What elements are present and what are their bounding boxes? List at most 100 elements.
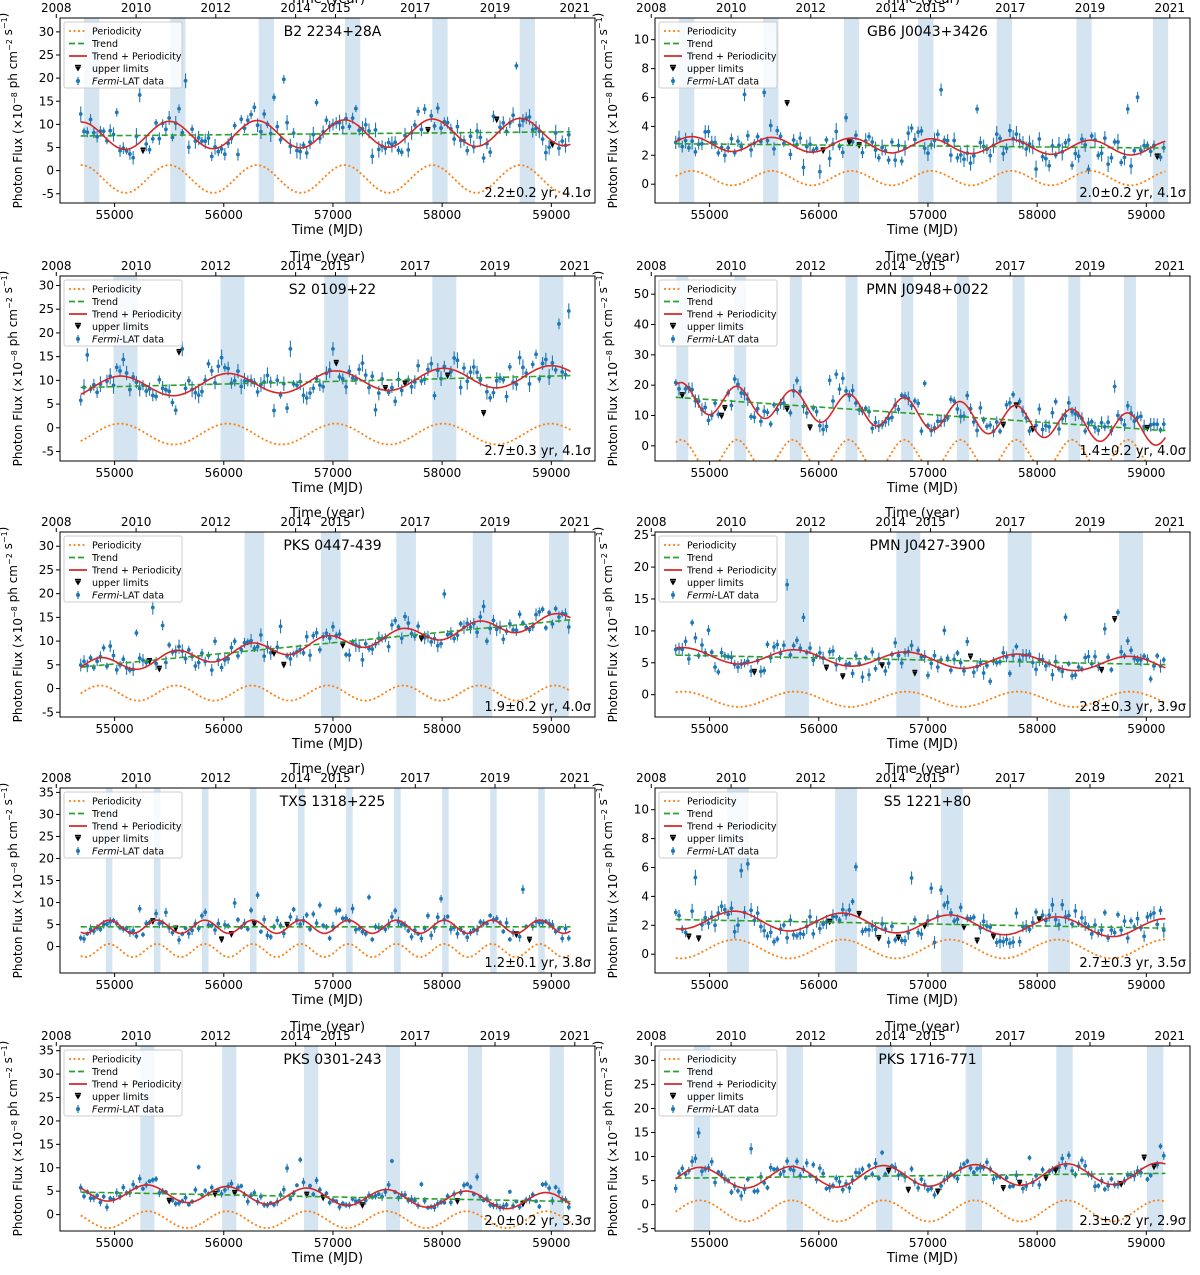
x-tick-label: 59000 xyxy=(1127,1236,1165,1250)
y-tick-label: 5 xyxy=(46,141,54,155)
data-point xyxy=(912,917,917,922)
data-point xyxy=(78,112,83,116)
data-point xyxy=(154,1177,158,1181)
y-tick-label: 25 xyxy=(39,829,54,843)
y-tick-label: 15 xyxy=(634,1125,649,1139)
data-point xyxy=(547,1186,552,1191)
data-point xyxy=(101,922,106,927)
data-point xyxy=(867,672,871,677)
data-point xyxy=(209,668,214,672)
legend-label-periodicity: Periodicity xyxy=(92,1055,142,1066)
data-point xyxy=(448,1200,453,1205)
upper-limit-arrow xyxy=(879,664,885,670)
legend-label-upper: upper limits xyxy=(92,834,149,845)
data-point xyxy=(808,914,812,919)
data-point xyxy=(870,426,875,431)
data-point xyxy=(111,653,116,658)
legend-label-periodicity: Periodicity xyxy=(687,27,737,38)
y-axis-label: Photon Flux (×10−8 ph cm−2 s−1) xyxy=(591,1041,620,1237)
x-tick-label: 55000 xyxy=(95,978,133,992)
upper-limit-arrow xyxy=(823,666,829,672)
data-point xyxy=(255,644,260,649)
top-axis-label: Time (year) xyxy=(884,1020,960,1035)
y-axis-label: Photon Flux (×10−8 ph cm−2 s−1) xyxy=(0,783,25,979)
data-point xyxy=(416,624,421,629)
data-point xyxy=(458,385,463,390)
legend-label-upper: upper limits xyxy=(687,578,744,589)
data-point xyxy=(324,1191,329,1196)
data-point xyxy=(1161,657,1166,662)
data-point xyxy=(703,130,708,134)
peak-band xyxy=(385,1046,401,1231)
data-point xyxy=(98,1200,103,1205)
data-point xyxy=(494,627,499,632)
data-point xyxy=(462,1183,466,1188)
data-point xyxy=(804,411,809,415)
data-point xyxy=(736,665,740,670)
upper-limit-arrow xyxy=(1099,668,1105,674)
data-point xyxy=(1040,154,1045,159)
data-point xyxy=(114,110,119,115)
top-axis-label: Time (year) xyxy=(289,250,365,265)
data-point xyxy=(850,899,855,904)
data-point xyxy=(834,129,839,134)
period-annotation: 2.0±0.2 yr, 4.1σ xyxy=(1079,186,1186,201)
data-point xyxy=(713,1180,717,1185)
data-point xyxy=(373,1194,378,1198)
data-point xyxy=(932,653,937,658)
data-point xyxy=(988,925,993,930)
data-point xyxy=(1093,1184,1097,1189)
data-point xyxy=(1007,1184,1012,1189)
data-point xyxy=(680,144,685,149)
x-tick-label: 56000 xyxy=(205,208,243,222)
data-point xyxy=(1004,146,1009,151)
data-point xyxy=(222,1188,227,1192)
data-point xyxy=(716,670,721,674)
panel-9: 55000 56000 57000 58000 59000 Time (MJD) 2008 2… xyxy=(0,1020,596,1266)
peak-band xyxy=(519,18,535,203)
data-point xyxy=(78,936,83,940)
data-point xyxy=(817,926,822,931)
data-point xyxy=(137,93,142,97)
data-point xyxy=(517,123,522,128)
trend-curve xyxy=(80,131,571,137)
data-point xyxy=(768,1165,773,1170)
data-point xyxy=(703,405,708,410)
data-point xyxy=(680,1166,685,1171)
top-tick-label: 2008 xyxy=(41,259,72,273)
data-point xyxy=(373,924,378,929)
legend-label-trend-periodicity: Trend + Periodicity xyxy=(686,822,777,833)
data-point xyxy=(530,362,535,367)
legend-label-trend: Trend xyxy=(91,297,118,308)
top-tick-label: 2015 xyxy=(320,771,351,785)
data-point xyxy=(1057,427,1061,431)
data-point xyxy=(1089,419,1094,424)
data-point xyxy=(468,1185,473,1189)
upper-limit-arrow xyxy=(232,1191,238,1197)
data-point xyxy=(124,371,129,375)
data-point xyxy=(154,661,158,666)
data-point xyxy=(127,152,132,156)
peak-band xyxy=(896,532,921,717)
top-tick-label: 2015 xyxy=(915,1,946,15)
data-point xyxy=(988,423,993,428)
data-point xyxy=(481,604,486,609)
data-point xyxy=(929,1186,934,1191)
data-point xyxy=(1099,420,1104,425)
peak-band xyxy=(394,788,401,973)
top-tick-label: 2019 xyxy=(480,771,511,785)
data-point xyxy=(236,917,240,922)
data-point xyxy=(775,642,780,647)
data-point xyxy=(749,147,753,152)
data-point xyxy=(1040,913,1045,918)
data-point xyxy=(811,1162,816,1167)
data-point xyxy=(1073,673,1078,677)
data-point xyxy=(814,409,819,414)
data-point xyxy=(1132,656,1137,661)
y-tick-label: 15 xyxy=(39,874,54,888)
data-point xyxy=(840,376,845,381)
y-tick-label: 25 xyxy=(634,1077,649,1091)
legend-arrow-upper xyxy=(670,580,676,586)
data-point xyxy=(399,150,404,155)
data-point xyxy=(1086,167,1091,172)
